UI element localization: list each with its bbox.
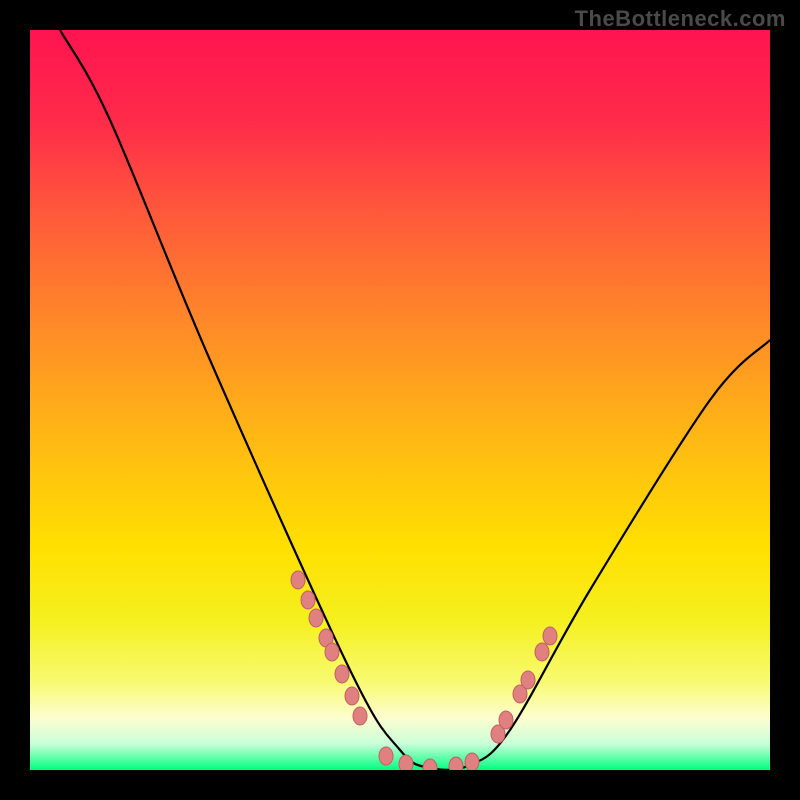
data-point-marker [309, 609, 323, 627]
data-point-marker [399, 755, 413, 770]
data-point-marker [423, 759, 437, 770]
data-point-marker [353, 707, 367, 725]
data-point-marker [335, 665, 349, 683]
data-point-marker [535, 643, 549, 661]
data-point-marker [543, 627, 557, 645]
chart-plot-area [30, 30, 770, 770]
data-point-marker [521, 671, 535, 689]
data-point-marker [379, 747, 393, 765]
bottleneck-curve [30, 30, 770, 770]
data-point-marker [449, 757, 463, 770]
data-point-marker [291, 571, 305, 589]
watermark-text: TheBottleneck.com [575, 6, 786, 32]
data-point-marker [301, 591, 315, 609]
data-point-marker [345, 687, 359, 705]
data-point-marker [499, 711, 513, 729]
data-point-marker [465, 753, 479, 770]
bottleneck-curve-path [60, 30, 770, 770]
data-point-marker [325, 643, 339, 661]
